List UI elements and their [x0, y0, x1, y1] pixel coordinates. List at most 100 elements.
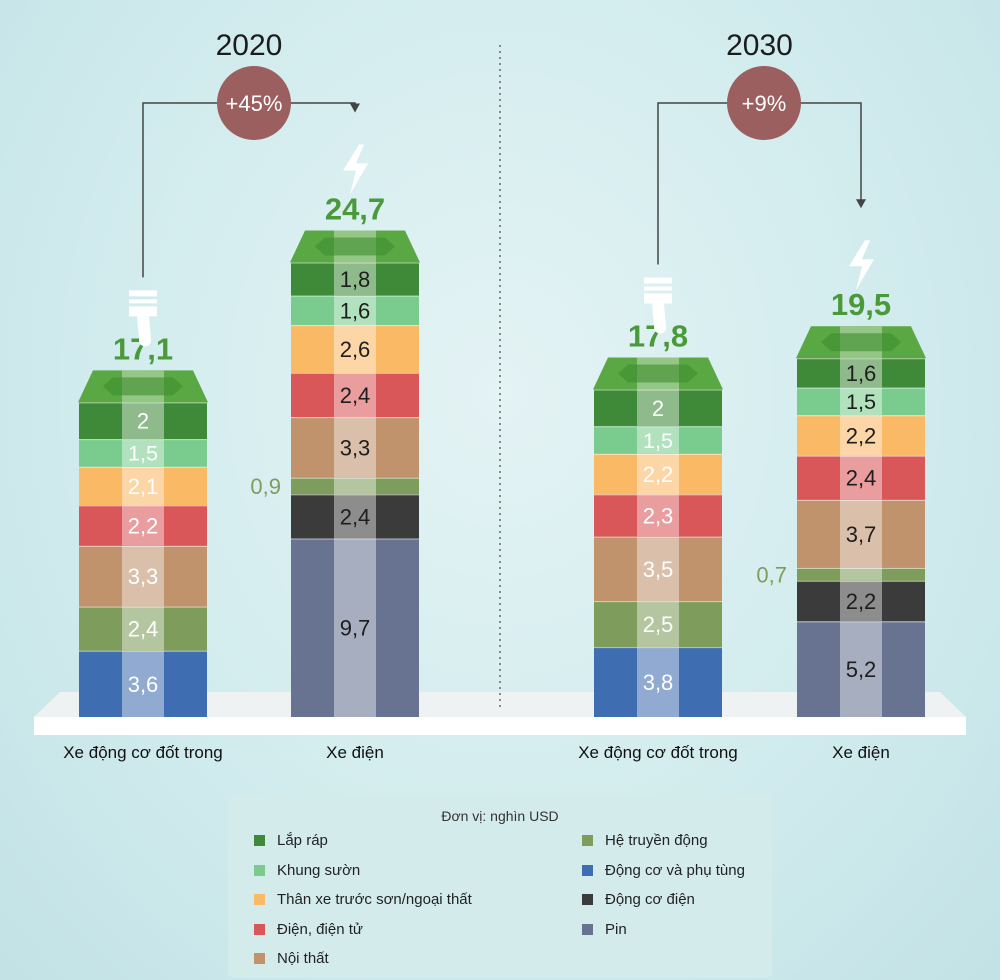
- bar-segment-highlight: [334, 295, 376, 326]
- bar-segment-highlight: [637, 453, 679, 495]
- legend-swatch: [582, 835, 593, 846]
- category-label: Xe điện: [326, 743, 384, 762]
- segment-label: 3,6: [128, 672, 159, 697]
- segment-label: 3,3: [128, 564, 159, 589]
- legend-item-body: Thân xe trước sơn/ngoại thất: [254, 891, 472, 908]
- bar-total-label: 24,7: [325, 192, 385, 227]
- bar-segment-highlight: [840, 415, 882, 456]
- lightning-icon: [849, 240, 874, 291]
- bar-cap-emblem: [103, 377, 183, 396]
- segment-label: 2,2: [846, 423, 877, 448]
- legend-swatch: [582, 894, 593, 905]
- piston-icon: [129, 299, 157, 304]
- growth-arrowhead: [350, 103, 360, 113]
- segment-label: 2,4: [128, 617, 159, 642]
- legend: Đơn vị: nghìn USD Lắp ráp Khung sườn Thân …: [228, 796, 772, 978]
- legend-item-interior: Nội thất: [254, 950, 329, 967]
- legend-label: Hệ truyền động: [605, 832, 708, 849]
- legend-swatch: [582, 864, 593, 876]
- segment-label: 1,6: [340, 298, 371, 323]
- segment-label: 1,8: [340, 267, 371, 292]
- legend-label: Nội thất: [277, 950, 329, 967]
- segment-label: 1,6: [846, 361, 877, 386]
- year-label: 2030: [726, 29, 793, 62]
- bar-segment-highlight: [122, 402, 164, 440]
- piston-icon: [644, 277, 672, 284]
- segment-label: 2,2: [128, 514, 159, 539]
- category-label: Xe động cơ đốt trong: [63, 743, 223, 762]
- bar-segment-highlight: [637, 601, 679, 648]
- segment-label: 1,5: [643, 428, 673, 453]
- segment-label: 2: [137, 409, 149, 434]
- legend-label: Pin: [605, 920, 627, 938]
- piston-icon: [137, 316, 151, 339]
- legend-label: Thân xe trước sơn/ngoại thất: [277, 891, 472, 908]
- growth-badge-label: +45%: [226, 91, 283, 116]
- legend-swatch: [254, 953, 265, 964]
- bar-cap-emblem: [821, 333, 901, 352]
- bar-segment-highlight: [334, 494, 376, 539]
- bar-segment-highlight: [840, 580, 882, 622]
- legend-swatch: [254, 923, 265, 935]
- bar-cap-emblem: [618, 364, 698, 383]
- segment-label: 2,5: [643, 612, 674, 637]
- bar-segment-highlight: [637, 647, 679, 717]
- legend-item-engine: Động cơ và phụ tùng: [582, 862, 745, 879]
- legend-item-assembly: Lắp ráp: [254, 832, 328, 849]
- piston-icon: [654, 321, 666, 334]
- segment-label: 5,2: [846, 657, 877, 682]
- segment-label: 2,3: [643, 503, 674, 528]
- piston-icon: [644, 293, 672, 304]
- bar-segment-highlight: [840, 499, 882, 568]
- segment-label: 2,4: [340, 383, 371, 408]
- legend-label: Lắp ráp: [277, 832, 328, 849]
- segment-label: 2,6: [340, 337, 371, 362]
- bar-segment-highlight: [637, 426, 679, 454]
- legend-item-motor: Động cơ điện: [582, 891, 695, 908]
- bar-segment-highlight: [122, 545, 164, 607]
- legend-swatch: [254, 835, 265, 846]
- legend-label: Động cơ điện: [605, 891, 695, 908]
- segment-label: 2,4: [340, 504, 371, 529]
- piston-icon: [644, 286, 672, 291]
- legend-label: Khung sườn: [277, 861, 361, 879]
- growth-badge: [217, 66, 291, 140]
- bar-segment-highlight: [637, 536, 679, 602]
- year-label: 2020: [216, 29, 283, 62]
- category-label: Xe điện: [832, 743, 890, 762]
- legend-item-chassis: Khung sườn: [254, 862, 360, 879]
- bar-segment-highlight: [122, 505, 164, 546]
- bar-segment-highlight: [840, 387, 882, 416]
- bar-segment-highlight: [334, 417, 376, 478]
- legend-item-battery: Pin: [582, 921, 627, 938]
- bar-segment-highlight: [122, 606, 164, 651]
- bar-segment-highlight: [334, 477, 376, 495]
- segment-label: 3,8: [643, 670, 674, 695]
- piston-icon: [139, 334, 151, 347]
- growth-badge: [727, 66, 801, 140]
- legend-swatch: [254, 894, 265, 905]
- segment-label: 3,7: [846, 522, 877, 547]
- legend-label: Điện, điện tử: [277, 920, 363, 938]
- segment-label: 1,5: [128, 441, 158, 466]
- legend-item-transmission: Hệ truyền động: [582, 832, 708, 849]
- segment-label-outside: 0,9: [250, 474, 281, 499]
- floor-platform-edge: [34, 717, 966, 735]
- category-label: Xe động cơ đốt trong: [578, 743, 738, 762]
- bar-segment-highlight: [840, 621, 882, 717]
- segment-label: 2,2: [846, 589, 877, 614]
- segment-label: 2: [652, 396, 664, 421]
- bar-segment-highlight: [637, 389, 679, 427]
- bar-segment-highlight: [334, 538, 376, 717]
- piston-icon: [129, 290, 157, 297]
- legend-unit: Đơn vị: nghìn USD: [441, 808, 559, 824]
- segment-label: 1,5: [846, 389, 876, 414]
- bar-cap-emblem: [315, 237, 395, 256]
- bar-segment-highlight: [840, 567, 882, 581]
- floor-platform: [34, 692, 966, 717]
- bar-segment-highlight: [840, 455, 882, 500]
- bar-segment-highlight: [122, 466, 164, 506]
- piston-icon: [652, 303, 666, 326]
- segment-label: 2,1: [128, 474, 159, 499]
